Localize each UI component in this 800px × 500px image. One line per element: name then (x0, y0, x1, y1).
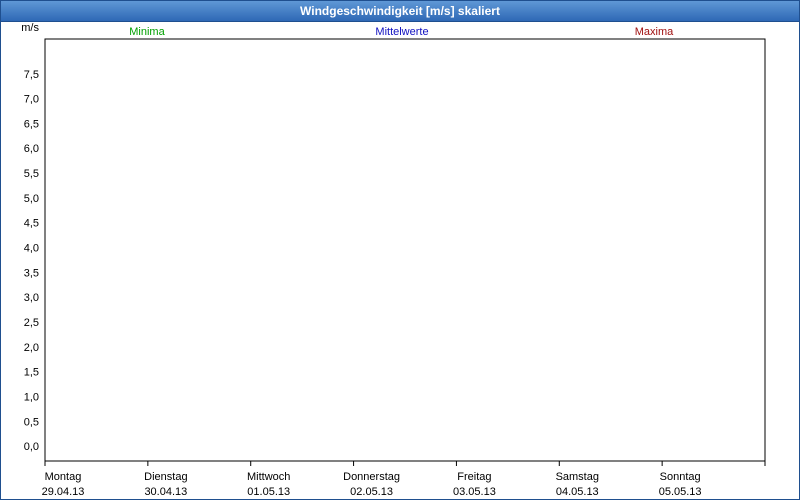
window-title: Windgeschwindigkeit [m/s] skaliert (1, 1, 799, 22)
y-tick-label: 2,5 (24, 317, 39, 329)
day-weekday-label: Mittwoch (247, 471, 290, 483)
y-tick-label: 3,0 (24, 292, 39, 304)
day-date-label: 03.05.13 (453, 486, 496, 498)
y-tick-label: 4,5 (24, 218, 39, 230)
day-date-label: 05.05.13 (659, 486, 702, 498)
y-tick-label: 0,0 (24, 441, 39, 453)
day-weekday-label: Samstag (556, 471, 599, 483)
day-weekday-label: Dienstag (144, 471, 187, 483)
legend-mittelwerte: Mittelwerte (375, 26, 428, 38)
y-tick-label: 4,0 (24, 243, 39, 255)
day-weekday-label: Donnerstag (343, 471, 400, 483)
y-tick-label: 1,0 (24, 391, 39, 403)
y-axis-label: m/s (21, 22, 39, 34)
y-tick-label: 7,5 (24, 69, 39, 81)
y-tick-label: 1,5 (24, 367, 39, 379)
day-weekday-label: Sonntag (660, 471, 701, 483)
y-tick-label: 6,0 (24, 143, 39, 155)
y-tick-label: 0,5 (24, 416, 39, 428)
day-date-label: 29.04.13 (42, 486, 85, 498)
y-tick-label: 5,0 (24, 193, 39, 205)
y-tick-label: 5,5 (24, 168, 39, 180)
day-date-label: 01.05.13 (247, 486, 290, 498)
y-tick-label: 7,0 (24, 94, 39, 106)
legend-maxima: Maxima (635, 26, 674, 38)
legend-minima: Minima (129, 26, 165, 38)
y-tick-label: 6,5 (24, 118, 39, 130)
axes (44, 38, 766, 466)
labels: 0,0 0,5 1,0 1,5 2,0 2,5 3,0 3,5 4,0 4,5 5,0 5,5 6,0 6… (21, 22, 701, 498)
plot-frame (44, 38, 766, 462)
y-tick-label: 3,5 (24, 267, 39, 279)
day-date-label: 30.04.13 (144, 486, 187, 498)
day-date-label: 04.05.13 (556, 486, 599, 498)
day-weekday-label: Montag (45, 471, 82, 483)
day-weekday-label: Freitag (457, 471, 491, 483)
y-tick-label: 2,0 (24, 342, 39, 354)
day-date-label: 02.05.13 (350, 486, 393, 498)
